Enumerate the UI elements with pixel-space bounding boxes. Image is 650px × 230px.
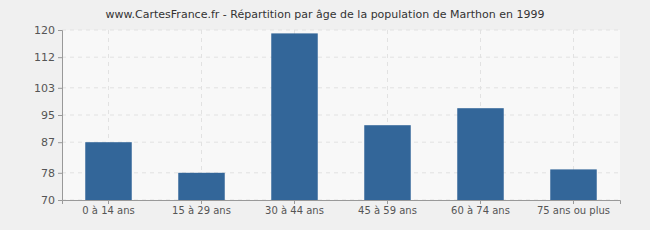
plot-area — [62, 30, 620, 200]
x-tick-label: 45 à 59 ans — [358, 205, 417, 216]
y-tick-label: 70 — [41, 194, 55, 207]
grid-line — [62, 57, 620, 58]
x-tick: 15 à 29 ans — [172, 200, 231, 216]
x-tick: 0 à 14 ans — [82, 200, 134, 216]
grid-x — [109, 30, 574, 200]
x-tick-mark — [480, 200, 481, 204]
plot: 70 78 87 95 103 112 120 0 à 14 ans 15 à 29 ans 30… — [34, 24, 621, 216]
y-tick-label: 95 — [41, 109, 55, 122]
y-tick: 103 — [34, 82, 62, 95]
x-tick: 60 à 74 ans — [451, 200, 510, 216]
x-tick-mark — [201, 200, 202, 204]
y-tick-mark — [58, 30, 62, 31]
x-tick-label: 15 à 29 ans — [172, 205, 231, 216]
bar — [178, 173, 225, 200]
y-tick-label: 87 — [41, 136, 55, 149]
x-axis-line — [63, 201, 621, 205]
y-axis-line — [58, 31, 63, 201]
y-tick-mark — [58, 115, 62, 116]
y-tick-label: 120 — [34, 24, 55, 37]
y-tick-label: 78 — [41, 167, 55, 180]
y-tick-mark — [58, 142, 62, 143]
y-tick-mark — [58, 57, 62, 58]
bar — [550, 169, 597, 200]
x-tick-label: 60 à 74 ans — [451, 205, 510, 216]
y-tick-mark — [58, 88, 62, 89]
grid — [62, 30, 620, 200]
x-tick-label: 30 à 44 ans — [265, 205, 324, 216]
y-tick: 112 — [34, 51, 62, 64]
background — [0, 0, 650, 230]
y-tick: 87 — [41, 136, 62, 149]
grid-line — [62, 142, 620, 143]
x-tick-mark — [108, 200, 109, 204]
chart: www.CartesFrance.fr - Répartition par âg… — [0, 0, 650, 230]
grid-line — [62, 30, 620, 31]
y-tick-mark — [58, 200, 62, 201]
x-tick-mark — [573, 200, 574, 204]
y-tick: 120 — [34, 24, 62, 37]
x-tick-mark — [387, 200, 388, 204]
grid-line — [62, 115, 620, 116]
x-tick-mark — [294, 200, 295, 204]
x-tick: 75 ans ou plus — [537, 200, 610, 216]
y-tick: 70 — [41, 194, 62, 207]
y-tick-label: 112 — [34, 51, 55, 64]
x-tick: 45 à 59 ans — [358, 200, 417, 216]
y-tick: 95 — [41, 109, 62, 122]
y-axis: 70 78 87 95 103 112 120 — [34, 24, 63, 207]
bar — [271, 33, 318, 200]
x-axis: 0 à 14 ans 15 à 29 ans 30 à 44 ans 45 à 59 … — [63, 200, 621, 216]
y-tick-mark — [58, 173, 62, 174]
grid-line — [62, 172, 620, 173]
grid-line — [62, 87, 620, 88]
y-tick: 78 — [41, 167, 62, 180]
bar — [457, 108, 504, 200]
bar — [364, 125, 411, 200]
x-tick-label: 0 à 14 ans — [82, 205, 134, 216]
title: www.CartesFrance.fr - Répartition par âg… — [106, 8, 545, 21]
x-tick: 30 à 44 ans — [265, 200, 324, 216]
bars — [85, 33, 597, 200]
y-tick-label: 103 — [34, 82, 55, 95]
x-tick-label: 75 ans ou plus — [537, 205, 610, 216]
bar — [85, 142, 132, 200]
